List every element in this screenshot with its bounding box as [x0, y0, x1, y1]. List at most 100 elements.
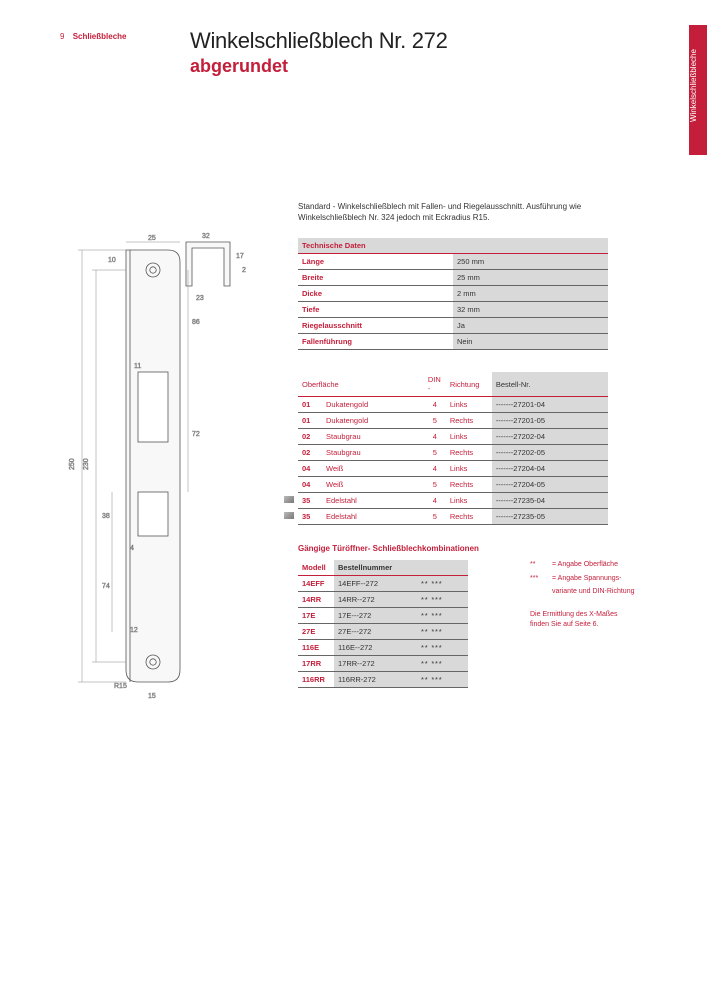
order-dir: Links: [446, 461, 492, 477]
order-nr: -------27201-04: [492, 397, 608, 413]
combo-model: 27E: [298, 624, 334, 640]
combo-model: 116RR: [298, 672, 334, 688]
swatch-icon: [284, 496, 294, 503]
order-dir: Rechts: [446, 413, 492, 429]
dim-32: 32: [202, 233, 210, 240]
table-row: 17RR 17RR--272 ** ***: [298, 656, 468, 672]
combo-table: Modell Bestellnummer 14EFF 14EFF--272 **…: [298, 560, 468, 688]
combo-bnr: 116E--272: [334, 640, 417, 656]
legend: **= Angabe Oberfläche ***= Angabe Spannu…: [530, 560, 670, 631]
table-row: 01 Dukatengold 4 Links -------27201-04: [298, 397, 608, 413]
order-din: 4: [424, 397, 446, 413]
tech-value: Ja: [453, 318, 608, 334]
dim-17: 17: [236, 253, 244, 260]
tech-value: 32 mm: [453, 302, 608, 318]
order-dir: Links: [446, 493, 492, 509]
dim-mid-seg: 72: [192, 431, 200, 438]
combo-bnr: 17RR--272: [334, 656, 417, 672]
page-title: Winkelschließblech Nr. 272: [190, 28, 448, 54]
order-din: 4: [424, 429, 446, 445]
table-row: 01 Dukatengold 5 Rechts -------27201-05: [298, 413, 608, 429]
combo-model: 14EFF: [298, 576, 334, 592]
combo-bnr: 14RR--272: [334, 592, 417, 608]
order-code: 04: [298, 477, 322, 493]
table-row: Breite25 mm: [298, 270, 608, 286]
dim-12: 12: [130, 627, 138, 634]
combo-model: 116E: [298, 640, 334, 656]
tech-header: Technische Daten: [298, 238, 453, 254]
dim-11: 11: [134, 363, 141, 370]
order-nr: -------27235-04: [492, 493, 608, 509]
page-header: 9 Schließbleche: [60, 32, 126, 41]
combo-model: 17E: [298, 608, 334, 624]
order-surface: Weiß: [322, 477, 424, 493]
order-dir: Rechts: [446, 477, 492, 493]
tech-data-table: Technische Daten Länge250 mmBreite25 mmD…: [298, 238, 608, 350]
combo-stars: ** ***: [417, 656, 468, 672]
table-row: 116E 116E--272 ** ***: [298, 640, 468, 656]
combo-bnr: 27E---272: [334, 624, 417, 640]
table-row: 02 Staubgrau 4 Links -------27202-04: [298, 429, 608, 445]
order-din: 4: [424, 461, 446, 477]
page-subtitle: abgerundet: [190, 56, 448, 77]
combo-bnr: 116RR-272: [334, 672, 417, 688]
legend-text-2b: variante und DIN-Richtung: [530, 587, 670, 598]
order-h-dir: Richtung: [446, 372, 492, 397]
order-code: 02: [298, 429, 322, 445]
dim-2: 2: [242, 267, 246, 274]
table-row: Dicke2 mm: [298, 286, 608, 302]
order-surface: Weiß: [322, 461, 424, 477]
order-code: 02: [298, 445, 322, 461]
combo-model: 17RR: [298, 656, 334, 672]
order-code: 04: [298, 461, 322, 477]
order-surface: Staubgrau: [322, 429, 424, 445]
order-h-nr: Bestell-Nr.: [492, 372, 608, 397]
order-din: 5: [424, 509, 446, 525]
order-table: Oberfläche DIN - Richtung Bestell-Nr. 01…: [298, 372, 608, 525]
combo-stars: ** ***: [417, 592, 468, 608]
order-din: 5: [424, 413, 446, 429]
table-row: Länge250 mm: [298, 254, 608, 270]
table-row: 02 Staubgrau 5 Rechts -------27202-05: [298, 445, 608, 461]
order-nr: -------27204-04: [492, 461, 608, 477]
tech-value: 2 mm: [453, 286, 608, 302]
side-tab: Winkelschließbleche: [689, 25, 707, 155]
order-nr: -------27202-04: [492, 429, 608, 445]
legend-text-1: = Angabe Oberfläche: [552, 561, 618, 568]
legend-text-2: = Angabe Spannungs-: [552, 575, 621, 582]
tech-value: Nein: [453, 334, 608, 350]
order-h-din: DIN -: [424, 372, 446, 397]
order-surface: Dukatengold: [322, 413, 424, 429]
tech-header-blank: [453, 238, 608, 254]
combo-bnr: 14EFF--272: [334, 576, 417, 592]
order-nr: -------27202-05: [492, 445, 608, 461]
technical-drawing: 250 230 10 25 86 72 38 74 11 4 12 R15 15…: [68, 232, 248, 702]
legend-stars-2: ***: [530, 574, 552, 585]
combo-h-bnr: Bestellnummer: [334, 560, 468, 576]
combo-stars: ** ***: [417, 608, 468, 624]
dim-h-total: 250: [69, 458, 76, 470]
tech-label: Länge: [298, 254, 453, 270]
legend-stars-1: **: [530, 560, 552, 571]
table-row: 116RR 116RR-272 ** ***: [298, 672, 468, 688]
dim-top-margin: 10: [108, 257, 116, 264]
order-dir: Links: [446, 397, 492, 413]
order-nr: -------27204-05: [492, 477, 608, 493]
combo-stars: ** ***: [417, 576, 468, 592]
order-h-surface: Oberfläche: [298, 372, 424, 397]
order-code: 35: [298, 509, 322, 525]
order-dir: Rechts: [446, 509, 492, 525]
dim-38: 38: [102, 513, 110, 520]
title-block: Winkelschließblech Nr. 272 abgerundet: [190, 28, 448, 77]
table-row: 14EFF 14EFF--272 ** ***: [298, 576, 468, 592]
order-dir: Rechts: [446, 445, 492, 461]
tech-label: Dicke: [298, 286, 453, 302]
combo-stars: ** ***: [417, 672, 468, 688]
dim-top-seg: 86: [192, 319, 200, 326]
dim-74: 74: [102, 583, 110, 590]
table-row: Tiefe32 mm: [298, 302, 608, 318]
tech-value: 25 mm: [453, 270, 608, 286]
dim-r15: R15: [114, 683, 127, 690]
order-din: 4: [424, 493, 446, 509]
combo-stars: ** ***: [417, 640, 468, 656]
